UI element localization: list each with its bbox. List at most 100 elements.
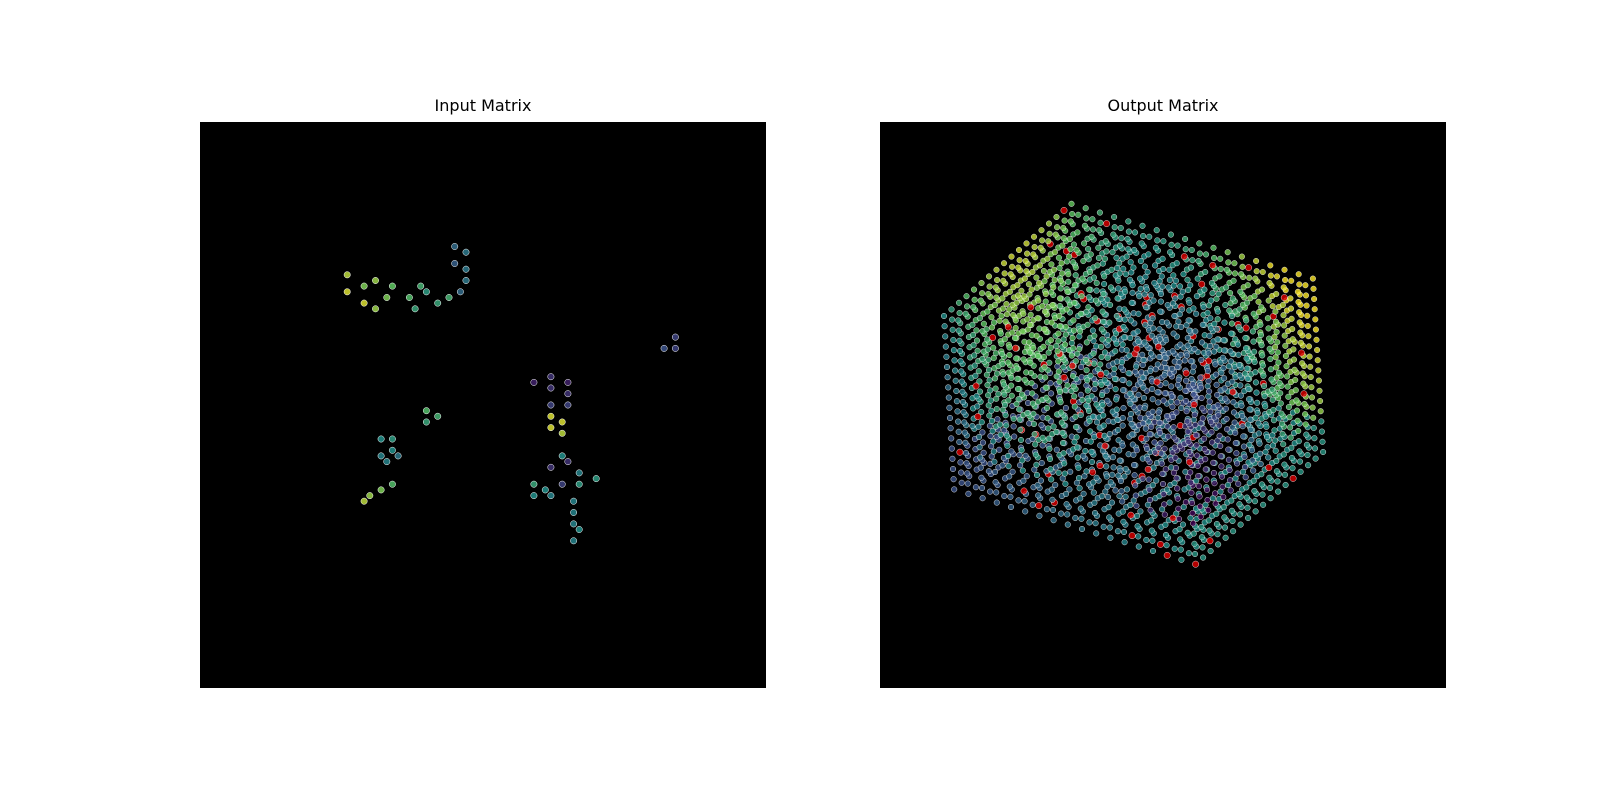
output-point — [1148, 332, 1155, 339]
output-point — [1204, 486, 1211, 493]
output-point — [1244, 504, 1251, 511]
output-point — [1116, 242, 1123, 249]
output-point — [1046, 456, 1053, 463]
output-point — [1098, 381, 1105, 388]
output-point — [1006, 306, 1013, 313]
output-point — [1149, 315, 1156, 322]
output-point — [959, 388, 966, 395]
output-point — [1045, 238, 1052, 245]
output-point — [956, 347, 963, 354]
input-point — [422, 288, 430, 296]
output-point — [1090, 479, 1097, 486]
output-point — [957, 459, 964, 466]
output-point — [1141, 395, 1148, 402]
output-point — [949, 326, 956, 333]
output-point — [1283, 363, 1290, 370]
output-point — [1303, 431, 1310, 438]
output-point — [1303, 292, 1310, 299]
output-point — [1207, 342, 1214, 349]
output-point — [1280, 312, 1287, 319]
output-point — [1305, 333, 1312, 340]
output-point — [1074, 454, 1081, 461]
output-point — [1068, 200, 1075, 207]
output-point — [1267, 495, 1274, 502]
output-point — [1207, 419, 1214, 426]
output-point — [1277, 390, 1284, 397]
output-point — [1264, 444, 1271, 451]
output-point — [1207, 315, 1214, 322]
output-point — [1159, 470, 1166, 477]
output-point — [1279, 301, 1286, 308]
output-point — [1118, 359, 1125, 366]
output-point — [1307, 373, 1314, 380]
output-point — [943, 353, 950, 360]
output-point — [1063, 501, 1070, 508]
output-point — [992, 479, 999, 486]
output-point — [1101, 432, 1108, 439]
input-point — [377, 435, 385, 443]
output-point — [1163, 542, 1170, 549]
output-point — [1252, 498, 1259, 505]
output-point — [1164, 423, 1171, 430]
output-point — [1220, 337, 1227, 344]
output-point — [1148, 517, 1155, 524]
output-point — [1208, 279, 1215, 286]
output-point — [1127, 259, 1134, 266]
output-point — [1249, 328, 1256, 335]
output-point — [1197, 513, 1204, 520]
output-point — [1226, 307, 1233, 314]
output-point — [1320, 449, 1327, 456]
output-point — [1027, 369, 1034, 376]
output-point — [1318, 418, 1325, 425]
output-point — [1306, 343, 1313, 350]
output-point — [1072, 515, 1079, 522]
input-point — [547, 463, 555, 471]
output-point — [976, 388, 983, 395]
output-point — [1170, 414, 1177, 421]
output-point — [1202, 466, 1209, 473]
output-point — [1058, 419, 1065, 426]
output-point — [1184, 418, 1191, 425]
output-point — [1168, 383, 1175, 390]
output-point — [1049, 301, 1056, 308]
output-point — [1061, 460, 1068, 467]
output-point — [975, 434, 982, 441]
output-point — [994, 416, 1001, 423]
input-point — [547, 384, 555, 392]
output-point — [986, 377, 993, 384]
output-highlight-point — [1035, 502, 1043, 509]
output-point — [1008, 253, 1015, 260]
output-point — [1113, 340, 1120, 347]
output-point — [1189, 500, 1196, 507]
output-point — [1309, 394, 1316, 401]
output-point — [1289, 325, 1296, 332]
output-point — [1075, 211, 1082, 218]
output-point — [1056, 378, 1063, 385]
output-point — [991, 301, 998, 308]
output-point — [986, 283, 993, 290]
output-point — [1192, 328, 1199, 335]
output-point — [1171, 434, 1178, 441]
output-point — [1230, 277, 1237, 284]
output-point — [1161, 372, 1168, 379]
output-point — [1153, 477, 1160, 484]
output-point — [1062, 331, 1069, 338]
output-point — [1077, 505, 1084, 512]
output-point — [1062, 491, 1069, 498]
output-point — [987, 387, 994, 394]
output-point — [1244, 375, 1251, 382]
output-point — [1267, 272, 1274, 279]
output-point — [1067, 218, 1074, 225]
output-point — [1089, 226, 1096, 233]
output-point — [1237, 392, 1244, 399]
output-point — [1119, 376, 1126, 383]
output-point — [962, 310, 969, 317]
output-point — [1220, 504, 1227, 511]
output-point — [1166, 276, 1173, 283]
output-point — [1264, 434, 1271, 441]
output-point — [1045, 435, 1052, 442]
output-point — [1191, 345, 1198, 352]
output-point — [1068, 352, 1075, 359]
output-point — [1224, 426, 1231, 433]
output-point — [1200, 304, 1207, 311]
